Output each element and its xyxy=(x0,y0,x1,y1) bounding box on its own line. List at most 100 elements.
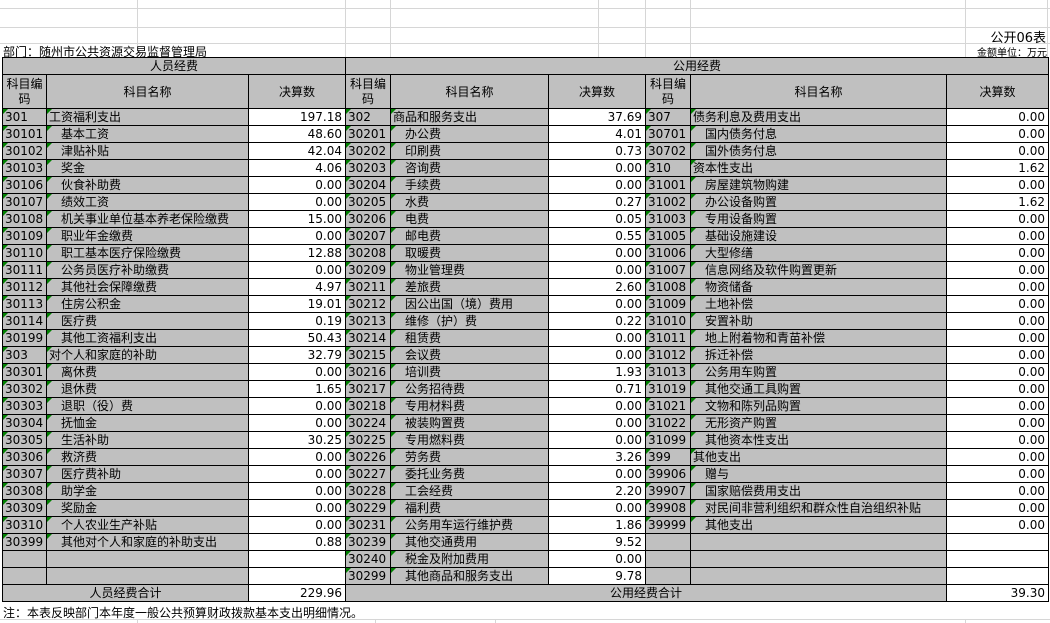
code-cell[interactable]: 30114 xyxy=(3,313,47,330)
name-cell[interactable]: 住房公积金 xyxy=(47,296,249,313)
value-cell[interactable]: 0.00 xyxy=(249,517,346,534)
value-cell[interactable] xyxy=(249,551,346,568)
code-cell[interactable]: 30227 xyxy=(346,466,391,483)
value-cell[interactable]: 0.00 xyxy=(947,177,1049,194)
name-cell[interactable]: 专用燃料费 xyxy=(391,432,549,449)
value-cell[interactable]: 0.00 xyxy=(249,177,346,194)
code-cell[interactable]: 30110 xyxy=(3,245,47,262)
value-cell[interactable]: 0.00 xyxy=(249,398,346,415)
code-cell[interactable]: 30103 xyxy=(3,160,47,177)
code-cell[interactable]: 307 xyxy=(646,109,691,126)
value-cell[interactable]: 0.00 xyxy=(947,432,1049,449)
name-cell[interactable]: 福利费 xyxy=(391,500,549,517)
name-cell[interactable]: 无形资产购置 xyxy=(691,415,947,432)
code-cell[interactable]: 30229 xyxy=(346,500,391,517)
name-cell[interactable]: 伙食补助费 xyxy=(47,177,249,194)
code-cell[interactable]: 30113 xyxy=(3,296,47,313)
name-cell[interactable]: 公务招待费 xyxy=(391,381,549,398)
name-cell[interactable]: 其他对个人和家庭的补助支出 xyxy=(47,534,249,551)
code-cell[interactable]: 30399 xyxy=(3,534,47,551)
value-cell[interactable] xyxy=(947,568,1049,585)
value-cell[interactable]: 0.00 xyxy=(947,211,1049,228)
code-cell[interactable]: 30307 xyxy=(3,466,47,483)
code-cell[interactable]: 30111 xyxy=(3,262,47,279)
name-cell[interactable] xyxy=(691,568,947,585)
name-cell[interactable]: 其他商品和服务支出 xyxy=(391,568,549,585)
name-cell[interactable]: 机关事业单位基本养老保险缴费 xyxy=(47,211,249,228)
value-cell[interactable]: 0.00 xyxy=(249,449,346,466)
code-cell[interactable]: 30108 xyxy=(3,211,47,228)
value-cell[interactable]: 2.60 xyxy=(549,279,646,296)
name-cell[interactable]: 大型修缮 xyxy=(691,245,947,262)
name-cell[interactable]: 债务利息及费用支出 xyxy=(691,109,947,126)
name-cell[interactable]: 退职（役）费 xyxy=(47,398,249,415)
name-cell[interactable]: 维修（护）费 xyxy=(391,313,549,330)
value-cell[interactable]: 0.00 xyxy=(549,551,646,568)
code-cell[interactable]: 30240 xyxy=(346,551,391,568)
value-cell[interactable]: 9.52 xyxy=(549,534,646,551)
value-cell[interactable]: 0.00 xyxy=(249,500,346,517)
name-cell[interactable]: 对民间非营利组织和群众性自治组织补贴 xyxy=(691,500,947,517)
code-cell[interactable]: 30224 xyxy=(346,415,391,432)
value-cell[interactable]: 0.00 xyxy=(947,347,1049,364)
code-cell[interactable]: 30106 xyxy=(3,177,47,194)
value-cell[interactable]: 0.00 xyxy=(549,466,646,483)
value-cell[interactable]: 0.00 xyxy=(249,364,346,381)
name-cell[interactable]: 赠与 xyxy=(691,466,947,483)
name-cell[interactable]: 会议费 xyxy=(391,347,549,364)
name-cell[interactable]: 被装购置费 xyxy=(391,415,549,432)
value-cell[interactable]: 1.86 xyxy=(549,517,646,534)
code-cell[interactable]: 30207 xyxy=(346,228,391,245)
value-cell[interactable]: 0.00 xyxy=(947,466,1049,483)
name-cell[interactable]: 安置补助 xyxy=(691,313,947,330)
code-cell[interactable]: 39999 xyxy=(646,517,691,534)
name-cell[interactable]: 差旅费 xyxy=(391,279,549,296)
name-cell[interactable]: 公务用车运行维护费 xyxy=(391,517,549,534)
name-cell[interactable]: 助学金 xyxy=(47,483,249,500)
code-cell[interactable]: 30231 xyxy=(346,517,391,534)
value-cell[interactable]: 42.04 xyxy=(249,143,346,160)
code-cell[interactable]: 301 xyxy=(3,109,47,126)
name-cell[interactable]: 商品和服务支出 xyxy=(391,109,549,126)
name-cell[interactable] xyxy=(691,551,947,568)
name-cell[interactable]: 委托业务费 xyxy=(391,466,549,483)
name-cell[interactable]: 其他支出 xyxy=(691,517,947,534)
code-cell[interactable]: 30304 xyxy=(3,415,47,432)
value-cell[interactable]: 2.20 xyxy=(549,483,646,500)
name-cell[interactable]: 奖金 xyxy=(47,160,249,177)
name-cell[interactable]: 其他支出 xyxy=(691,449,947,466)
code-cell[interactable]: 31012 xyxy=(646,347,691,364)
value-cell[interactable]: 0.00 xyxy=(947,109,1049,126)
name-cell[interactable]: 其他社会保障缴费 xyxy=(47,279,249,296)
name-cell[interactable]: 拆迁补偿 xyxy=(691,347,947,364)
value-cell[interactable]: 0.00 xyxy=(947,279,1049,296)
code-cell[interactable]: 302 xyxy=(346,109,391,126)
value-cell[interactable]: 1.65 xyxy=(249,381,346,398)
name-cell[interactable]: 物资储备 xyxy=(691,279,947,296)
code-cell[interactable]: 31008 xyxy=(646,279,691,296)
name-cell[interactable]: 水费 xyxy=(391,194,549,211)
name-cell[interactable]: 资本性支出 xyxy=(691,160,947,177)
code-cell[interactable]: 30309 xyxy=(3,500,47,517)
name-cell[interactable]: 职业年金缴费 xyxy=(47,228,249,245)
name-cell[interactable]: 土地补偿 xyxy=(691,296,947,313)
name-cell[interactable]: 邮电费 xyxy=(391,228,549,245)
code-cell[interactable]: 31009 xyxy=(646,296,691,313)
value-cell[interactable]: 0.00 xyxy=(947,483,1049,500)
value-cell[interactable]: 0.00 xyxy=(549,330,646,347)
name-cell[interactable] xyxy=(691,534,947,551)
code-cell[interactable]: 30209 xyxy=(346,262,391,279)
value-cell[interactable]: 197.18 xyxy=(249,109,346,126)
value-cell[interactable]: 0.05 xyxy=(549,211,646,228)
name-cell[interactable]: 救济费 xyxy=(47,449,249,466)
value-cell[interactable] xyxy=(947,534,1049,551)
name-cell[interactable]: 办公设备购置 xyxy=(691,194,947,211)
value-cell[interactable]: 0.00 xyxy=(549,415,646,432)
code-cell[interactable]: 30109 xyxy=(3,228,47,245)
code-cell[interactable]: 31005 xyxy=(646,228,691,245)
personnel-total-value[interactable]: 229.96 xyxy=(249,585,346,602)
name-cell[interactable]: 国内债务付息 xyxy=(691,126,947,143)
code-cell[interactable] xyxy=(3,551,47,568)
value-cell[interactable]: 0.00 xyxy=(249,415,346,432)
value-cell[interactable]: 0.00 xyxy=(947,381,1049,398)
